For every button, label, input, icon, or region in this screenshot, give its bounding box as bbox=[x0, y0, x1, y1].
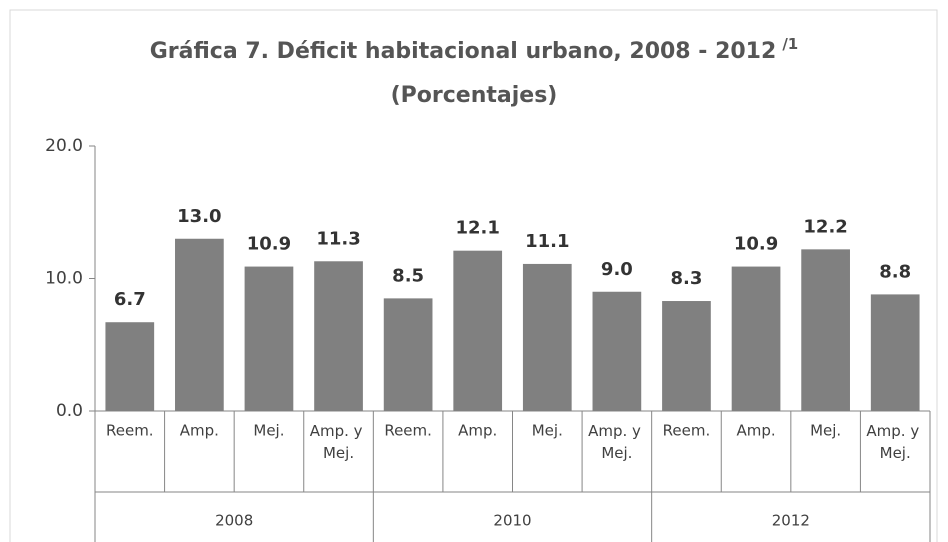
x-tick-label: Mej. bbox=[253, 422, 284, 440]
value-label: 12.1 bbox=[455, 218, 499, 239]
chart-title: Gráfica 7. Déficit habitacional urbano, … bbox=[150, 39, 777, 64]
x-tick-label-line: Amp. y bbox=[866, 422, 924, 440]
x-tick-label: Amp. bbox=[180, 422, 219, 440]
bar bbox=[522, 263, 572, 411]
x-tick-label: Amp. bbox=[736, 422, 775, 440]
x-tick-label: Amp. bbox=[458, 422, 497, 440]
bar bbox=[105, 322, 155, 411]
bar bbox=[453, 250, 503, 411]
group-label: 2010 bbox=[493, 512, 531, 530]
value-label: 10.9 bbox=[734, 234, 778, 255]
x-tick-label-line: Mej. bbox=[880, 444, 911, 462]
bar bbox=[244, 266, 294, 411]
bar bbox=[801, 249, 850, 411]
chart-title-line: Gráfica 7. Déficit habitacional urbano, … bbox=[150, 35, 798, 65]
x-tick-label: Mej. bbox=[810, 422, 841, 440]
x-tick-label-line: Amp. y bbox=[588, 422, 646, 440]
value-label: 8.8 bbox=[879, 261, 911, 282]
value-label: 8.5 bbox=[392, 265, 424, 286]
group-label: 2012 bbox=[772, 512, 810, 530]
x-tick-label-line: Amp. y bbox=[310, 422, 368, 440]
bar bbox=[314, 261, 363, 411]
bar bbox=[383, 298, 433, 411]
x-tick-label: Amp. y Mej. bbox=[588, 422, 646, 462]
y-tick-label: 0.0 bbox=[56, 401, 83, 421]
x-tick-label: Reem. bbox=[663, 422, 711, 440]
x-tick-label: Mej. bbox=[532, 422, 563, 440]
title-note: /1 bbox=[782, 35, 798, 53]
x-tick-label: Amp. y Mej. bbox=[866, 422, 924, 462]
x-tick-label: Reem. bbox=[384, 422, 432, 440]
value-label: 11.1 bbox=[525, 231, 569, 252]
value-label: 13.0 bbox=[177, 206, 221, 227]
y-tick-label: 10.0 bbox=[45, 269, 83, 289]
chart-subtitle: (Porcentajes) bbox=[391, 83, 558, 108]
bar bbox=[592, 291, 642, 411]
bar bbox=[662, 301, 711, 411]
bar bbox=[175, 238, 224, 411]
group-label: 2008 bbox=[215, 512, 253, 530]
x-tick-label: Amp. y Mej. bbox=[310, 422, 368, 462]
x-tick-label-line: Mej. bbox=[601, 444, 632, 462]
value-label: 11.3 bbox=[316, 228, 360, 249]
value-label: 12.2 bbox=[803, 216, 847, 237]
bar bbox=[870, 294, 920, 411]
x-tick-label-line: Mej. bbox=[323, 444, 354, 462]
value-label: 10.9 bbox=[247, 234, 291, 255]
value-label: 9.0 bbox=[601, 259, 633, 280]
bar bbox=[731, 266, 781, 411]
value-label: 8.3 bbox=[671, 268, 703, 289]
x-tick-label: Reem. bbox=[106, 422, 154, 440]
value-label: 6.7 bbox=[114, 289, 146, 310]
chart-frame bbox=[9, 9, 938, 542]
y-tick-label: 20.0 bbox=[45, 136, 83, 156]
